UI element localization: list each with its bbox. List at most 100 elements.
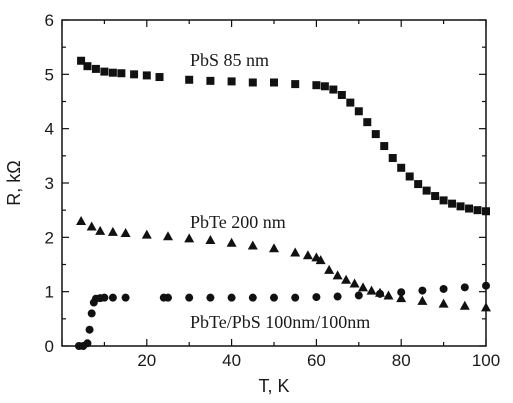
data-marks [74, 56, 491, 350]
square-marker [248, 78, 257, 87]
square-marker [206, 76, 215, 85]
x-tick-label: 20 [137, 351, 156, 370]
square-marker [465, 204, 474, 213]
y-tick-label: 1 [45, 283, 54, 302]
square-marker [155, 73, 164, 82]
square-marker [473, 206, 482, 215]
pbs-series-label: PbS 85 nm [190, 50, 269, 70]
x-tick-label: 100 [472, 351, 500, 370]
square-marker [354, 107, 363, 116]
square-marker [91, 64, 100, 73]
circle-marker [121, 293, 130, 302]
triangle-marker [324, 264, 335, 274]
circle-marker [206, 293, 215, 302]
heterostructure-series-label: PbTe/PbS 100nm/100nm [190, 312, 370, 332]
square-marker [117, 69, 126, 78]
square-marker [142, 71, 151, 80]
triangle-marker [417, 295, 428, 305]
y-axis-title: R, kΩ [4, 160, 24, 205]
triangle-marker [86, 221, 97, 231]
triangle-marker [205, 235, 216, 245]
series-3-markers [74, 281, 490, 350]
square-marker [130, 70, 139, 79]
square-marker [380, 142, 389, 151]
triangle-marker [438, 298, 449, 308]
triangle-marker [163, 231, 173, 241]
series-1-markers [77, 56, 490, 216]
triangle-marker [349, 278, 360, 288]
triangle-marker [226, 237, 237, 247]
circle-marker [85, 325, 94, 334]
triangle-marker [396, 293, 407, 303]
triangle-marker [366, 285, 377, 295]
square-marker [270, 78, 278, 87]
triangle-marker [107, 226, 118, 236]
circle-marker [248, 293, 257, 302]
circle-marker [376, 289, 384, 298]
square-marker [397, 163, 406, 172]
triangle-marker [481, 302, 491, 312]
square-marker [83, 62, 92, 71]
pbte-series-label: PbTe 200 nm [190, 212, 286, 232]
circle-marker [83, 339, 92, 348]
triangle-marker [341, 274, 352, 284]
square-marker [337, 90, 346, 99]
square-marker [100, 67, 109, 76]
circle-marker [482, 281, 490, 290]
y-tick-label: 6 [45, 11, 54, 30]
circle-marker [108, 293, 117, 302]
triangle-marker [459, 300, 470, 310]
triangle-marker [120, 227, 131, 237]
square-marker [422, 186, 431, 195]
square-marker [227, 77, 236, 86]
square-marker [329, 85, 338, 94]
y-tick-label: 5 [45, 65, 54, 84]
square-marker [439, 196, 448, 205]
circle-marker [270, 293, 278, 302]
square-marker [414, 180, 423, 189]
triangle-marker [95, 225, 106, 235]
triangle-marker [332, 270, 343, 280]
y-tick-label: 2 [45, 228, 54, 247]
square-marker [371, 130, 380, 139]
square-marker [456, 202, 465, 211]
square-marker [363, 118, 372, 127]
circle-marker [312, 293, 321, 302]
triangle-marker [383, 290, 394, 300]
circle-marker [397, 288, 406, 297]
square-marker [320, 82, 329, 91]
triangle-marker [302, 250, 313, 260]
y-tick-label: 3 [45, 174, 54, 193]
circle-marker [227, 293, 236, 302]
square-marker [346, 98, 355, 107]
x-tick-label: 60 [307, 351, 326, 370]
x-tick-label: 80 [392, 351, 411, 370]
triangle-marker [141, 229, 152, 239]
triangle-marker [269, 243, 279, 253]
triangle-marker [247, 240, 258, 250]
square-marker [388, 154, 397, 163]
triangle-marker [315, 255, 326, 265]
x-tick-label: 40 [222, 351, 241, 370]
circle-marker [100, 293, 109, 302]
circle-marker [333, 292, 342, 301]
circle-marker [87, 309, 96, 318]
circle-marker [291, 293, 300, 302]
circle-marker [460, 283, 469, 292]
triangle-marker [184, 233, 195, 243]
series-2-markers [76, 216, 491, 312]
square-marker [405, 172, 414, 181]
circle-marker [354, 291, 363, 300]
circle-marker [185, 293, 194, 302]
triangle-marker [76, 216, 87, 226]
square-marker [185, 75, 194, 84]
y-tick-label: 0 [45, 337, 54, 356]
square-marker [77, 56, 86, 65]
series-labels: PbS 85 nm PbTe 200 nm PbTe/PbS 100nm/100… [186, 48, 434, 332]
axis-ticks: 20 40 60 80 100 0 1 2 3 4 5 6 [45, 11, 501, 370]
triangle-marker [290, 247, 301, 257]
triangle-marker [358, 282, 369, 292]
circle-marker [164, 293, 172, 302]
x-axis-title: T, K [258, 376, 289, 396]
